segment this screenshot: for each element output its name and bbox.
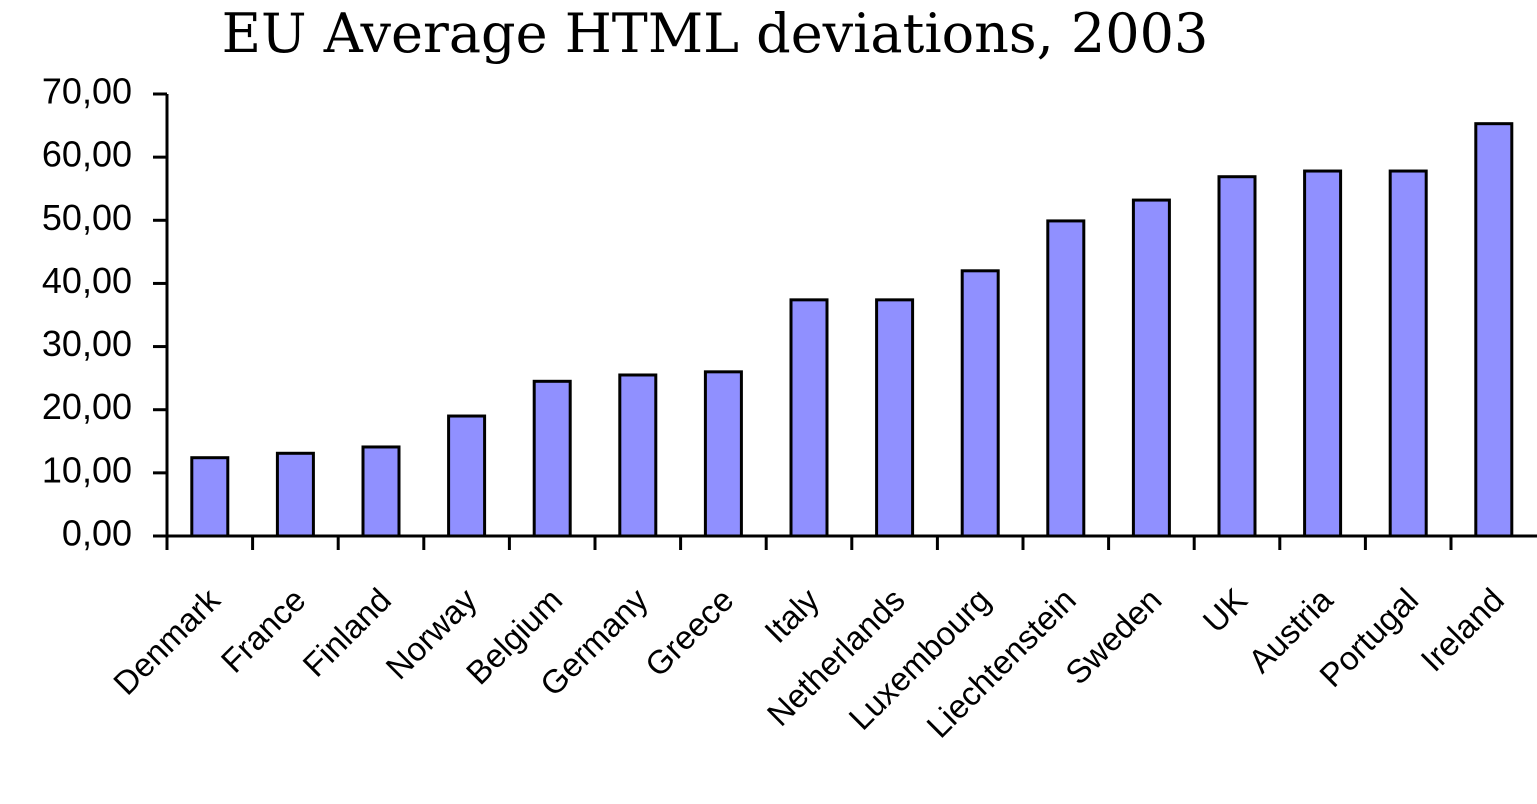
bar: [1131, 198, 1171, 538]
bar: [1217, 175, 1257, 538]
y-tick-label: 30,00: [42, 323, 132, 364]
bar: [1474, 122, 1514, 538]
bar: [1046, 219, 1086, 538]
bar: [875, 298, 915, 538]
x-tick-label: Liechtenstein: [919, 581, 1083, 745]
y-tick-label: 60,00: [42, 134, 132, 175]
bar: [618, 373, 658, 538]
y-tick-label: 50,00: [42, 197, 132, 238]
y-tick-label: 20,00: [42, 386, 132, 427]
x-tick-label: France: [214, 581, 313, 680]
x-tick-label: Greece: [638, 581, 741, 684]
y-tick-label: 10,00: [42, 449, 132, 490]
bar: [1303, 169, 1343, 538]
bar: [789, 298, 829, 538]
y-tick-label: 70,00: [42, 71, 132, 112]
x-tick-label: Italy: [757, 581, 826, 650]
x-tick-label: Ireland: [1413, 581, 1511, 679]
y-tick-label: 40,00: [42, 260, 132, 301]
y-tick-label: 0,00: [62, 513, 132, 554]
x-tick-label: UK: [1196, 581, 1255, 640]
x-tick-label: Finland: [295, 581, 398, 684]
bar: [361, 445, 401, 538]
bar: [960, 269, 1000, 538]
x-tick-label: Sweden: [1058, 581, 1168, 691]
bar: [447, 414, 487, 538]
bar: [1388, 169, 1428, 538]
bar: [532, 379, 572, 538]
bar: [275, 451, 315, 538]
bar: [703, 370, 743, 538]
bar: [190, 456, 230, 538]
x-tick-label: Denmark: [106, 581, 227, 702]
chart-title: EU Average HTML deviations, 2003: [222, 2, 1209, 65]
